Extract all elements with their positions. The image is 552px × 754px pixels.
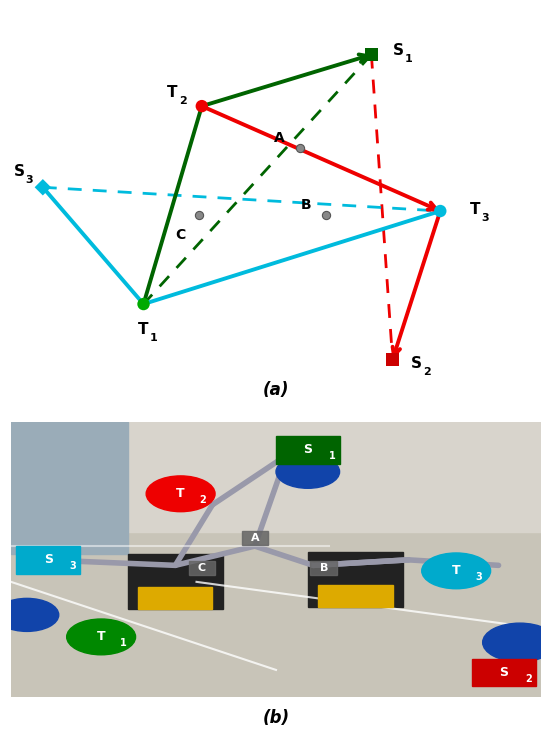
Text: 3: 3 (70, 561, 76, 571)
Circle shape (276, 455, 339, 489)
Text: T: T (97, 630, 105, 643)
Circle shape (146, 476, 215, 512)
Bar (17, 546, 80, 574)
Point (39, 181, 47, 193)
Text: 1: 1 (330, 451, 336, 461)
Bar (138, 587, 213, 609)
Text: 3: 3 (481, 213, 489, 222)
Text: T: T (167, 84, 178, 100)
Circle shape (422, 553, 491, 589)
Text: C: C (198, 563, 206, 573)
Point (388, 354, 397, 366)
Text: C: C (176, 228, 185, 242)
Point (139, 298, 148, 310)
Text: S: S (500, 667, 508, 679)
Bar (310, 561, 337, 575)
Circle shape (0, 599, 59, 631)
Text: A: A (251, 533, 259, 543)
Text: 1: 1 (404, 54, 412, 64)
Text: 2: 2 (199, 495, 206, 505)
Text: 2: 2 (423, 367, 431, 377)
Text: B: B (320, 563, 328, 573)
Bar (128, 554, 223, 609)
Point (295, 142, 304, 154)
Bar (276, 436, 339, 464)
Text: (b): (b) (262, 709, 290, 727)
Bar (11, 422, 128, 554)
Bar (319, 584, 392, 607)
Text: S: S (14, 164, 25, 179)
Text: 1: 1 (150, 333, 158, 344)
Text: S: S (303, 443, 312, 456)
Text: B: B (301, 198, 311, 212)
Circle shape (482, 623, 552, 662)
Text: 3: 3 (25, 175, 33, 185)
Text: 2: 2 (526, 674, 532, 684)
Bar (242, 531, 268, 544)
Text: S: S (44, 553, 52, 566)
Bar (11, 422, 541, 532)
Text: A: A (274, 130, 285, 145)
Point (367, 48, 376, 61)
Text: T: T (452, 564, 460, 578)
Text: S: S (392, 43, 404, 58)
Text: (a): (a) (263, 381, 289, 399)
Text: 3: 3 (475, 572, 482, 582)
Point (198, 100, 206, 112)
Point (195, 209, 204, 221)
Text: 1: 1 (120, 638, 127, 648)
Text: T: T (138, 322, 148, 337)
Text: T: T (176, 487, 185, 501)
Bar (472, 659, 535, 686)
Text: T: T (469, 201, 480, 216)
Bar (189, 561, 215, 575)
Circle shape (67, 619, 136, 654)
Point (322, 209, 331, 221)
Text: S: S (411, 356, 422, 371)
Bar (308, 552, 403, 607)
Text: 2: 2 (179, 96, 187, 106)
Point (436, 205, 445, 217)
